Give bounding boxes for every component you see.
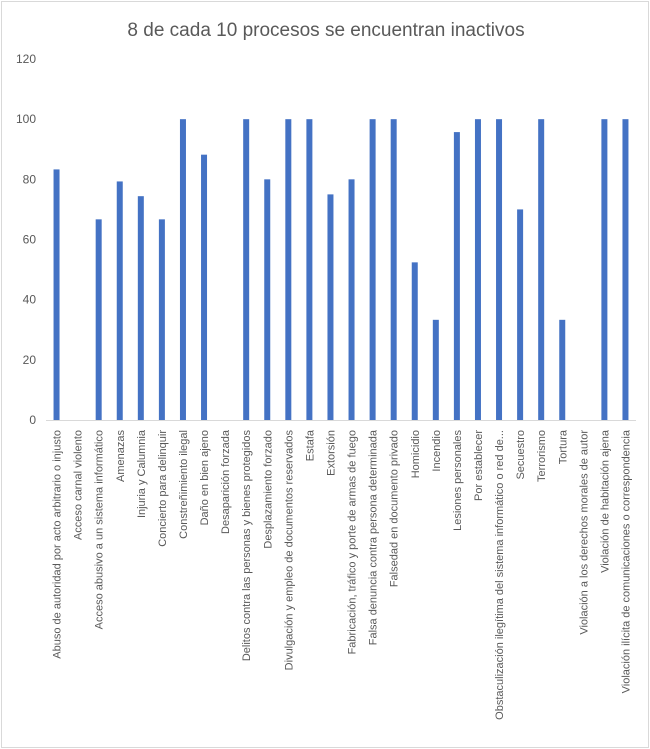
x-tick-label: Violación ilícita de comunicaciones o co… bbox=[620, 429, 632, 693]
bar bbox=[327, 194, 334, 421]
bar bbox=[264, 179, 271, 420]
bar bbox=[496, 119, 503, 421]
x-tick-label: Desplazamiento forzado bbox=[262, 430, 274, 549]
y-tick-label: 0 bbox=[29, 413, 36, 427]
y-tick-label: 80 bbox=[23, 172, 37, 186]
x-tick-label: Amenazas bbox=[115, 430, 127, 482]
bar bbox=[348, 179, 355, 420]
x-tick-label: Falsedad en documento privado bbox=[389, 430, 401, 587]
x-tick-label: Divulgación y empleo de documentos reser… bbox=[283, 430, 295, 671]
y-tick-label: 60 bbox=[23, 233, 37, 247]
x-tick-label: Fabricación, tráfico y porte de armas de… bbox=[347, 430, 359, 654]
x-tick-label: Obstaculización ilegítima del sistema in… bbox=[494, 430, 506, 720]
y-tick-label: 120 bbox=[16, 52, 36, 66]
x-tick-label: Homicidio bbox=[410, 430, 422, 478]
bars-group bbox=[53, 119, 629, 421]
x-tick-label: Daño en bien ajeno bbox=[199, 430, 211, 525]
x-tick-label: Constreñimiento ilegal bbox=[178, 430, 190, 539]
x-tick-label: Incendio bbox=[431, 430, 443, 472]
x-tick-label: Violación a los derechos morales de auto… bbox=[578, 430, 590, 635]
y-axis: 0 20 40 60 80 100 120 bbox=[16, 52, 36, 427]
x-tick-label: Abuso de autoridad por acto arbitrario o… bbox=[52, 430, 64, 659]
y-tick-label: 100 bbox=[16, 112, 36, 126]
bar bbox=[538, 119, 545, 421]
bar bbox=[622, 119, 629, 421]
bar bbox=[53, 169, 60, 420]
bar bbox=[201, 154, 208, 421]
y-tick-label: 40 bbox=[23, 293, 37, 307]
bar bbox=[517, 209, 524, 420]
x-tick-label: Lesiones personales bbox=[452, 430, 464, 531]
x-tick-label: Falsa denuncia contra persona determinad… bbox=[368, 429, 380, 645]
x-tick-label: Injuria y Calumnia bbox=[136, 429, 148, 518]
bar bbox=[453, 132, 460, 420]
bar bbox=[369, 119, 376, 421]
bar bbox=[116, 181, 123, 420]
bar bbox=[137, 196, 144, 420]
bar bbox=[285, 119, 292, 421]
x-tick-label: Estafa bbox=[304, 429, 316, 461]
x-tick-label: Delitos contra las personas y bienes pro… bbox=[241, 430, 253, 662]
bar bbox=[158, 219, 165, 420]
bar bbox=[95, 219, 102, 420]
y-tick-label: 20 bbox=[23, 353, 37, 367]
x-tick-label: Violación de habitación ajena bbox=[599, 429, 611, 573]
bar bbox=[390, 119, 397, 421]
bar bbox=[179, 119, 186, 421]
bar bbox=[474, 119, 481, 421]
x-tick-label: Acceso abusivo a un sistema informático bbox=[94, 430, 106, 629]
x-tick-label: Desaparición forzada bbox=[220, 429, 232, 534]
x-tick-label: Secuestro bbox=[515, 430, 527, 480]
bar bbox=[601, 119, 608, 421]
chart-title: 8 de cada 10 procesos se encuentran inac… bbox=[127, 20, 524, 41]
x-tick-label: Por establecer bbox=[473, 430, 485, 501]
x-tick-label: Tortura bbox=[557, 429, 569, 464]
x-tick-label: Terrorismo bbox=[536, 430, 548, 482]
bar bbox=[559, 319, 566, 420]
bar bbox=[432, 319, 439, 420]
bar bbox=[306, 119, 313, 421]
x-axis-labels: Abuso de autoridad por acto arbitrario o… bbox=[52, 429, 633, 720]
bar bbox=[243, 119, 250, 421]
x-tick-label: Concierto para delinquir bbox=[157, 430, 169, 547]
x-tick-label: Acceso carnal violento bbox=[73, 430, 85, 540]
bar bbox=[411, 262, 418, 420]
x-tick-label: Extorsión bbox=[325, 430, 337, 476]
